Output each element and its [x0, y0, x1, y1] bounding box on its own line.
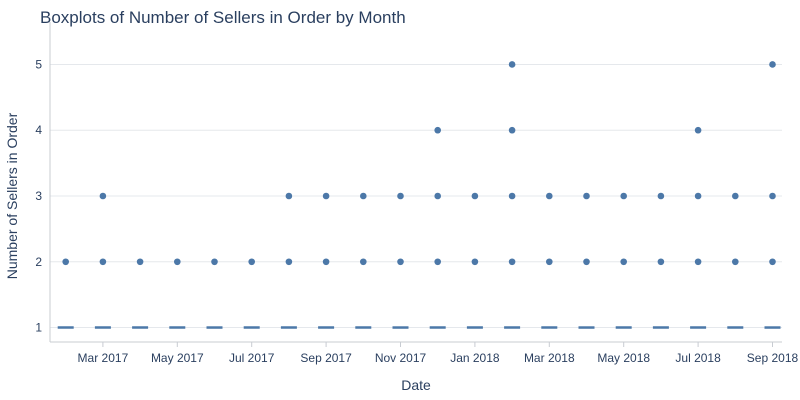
x-tick-label: Sep 2017	[300, 351, 352, 365]
x-tick-label: Jul 2018	[675, 351, 721, 365]
outlier-point	[211, 258, 218, 266]
outlier-point	[471, 192, 479, 200]
x-tick-label: May 2017	[151, 351, 204, 365]
x-tick-label: Jan 2018	[450, 351, 500, 365]
outlier-point	[508, 192, 516, 200]
x-tick-label: Nov 2017	[375, 351, 427, 365]
chart-title: Boxplots of Number of Sellers in Order b…	[40, 8, 406, 27]
outlier-point	[285, 192, 293, 200]
outlier-point	[471, 258, 479, 266]
x-tick-label: May 2018	[597, 351, 650, 365]
outlier-point	[769, 192, 776, 200]
outlier-point	[397, 258, 404, 266]
y-tick-label: 1	[35, 321, 42, 335]
outlier-point	[732, 258, 739, 266]
outlier-point	[248, 258, 255, 266]
x-tick-label: Mar 2017	[78, 351, 129, 365]
outlier-point	[546, 258, 553, 266]
outlier-point	[769, 61, 776, 68]
outlier-point	[769, 258, 776, 266]
outlier-point	[99, 192, 107, 200]
outlier-point	[694, 258, 702, 266]
outlier-point	[285, 258, 293, 266]
outlier-point	[546, 192, 553, 200]
outlier-point	[397, 192, 404, 200]
outlier-point	[694, 192, 702, 200]
outlier-point	[583, 258, 590, 266]
outlier-point	[136, 258, 144, 266]
outlier-point	[732, 192, 739, 200]
outlier-point	[174, 258, 181, 266]
y-tick-label: 3	[35, 189, 42, 203]
y-axis-title: Number of Sellers in Order	[4, 112, 20, 279]
outlier-point	[508, 258, 516, 266]
y-tick-label: 5	[35, 57, 42, 71]
x-tick-label: Jul 2017	[229, 351, 275, 365]
outlier-point	[434, 192, 442, 200]
outlier-point	[322, 258, 330, 266]
outlier-point	[99, 258, 107, 266]
x-axis-title: Date	[401, 377, 431, 393]
outlier-point	[360, 192, 367, 200]
outlier-point	[620, 258, 627, 266]
x-tick-label: Mar 2018	[524, 351, 575, 365]
outlier-point	[583, 192, 590, 200]
y-tick-label: 4	[35, 123, 42, 137]
y-tick-label: 2	[35, 255, 42, 269]
outlier-point	[657, 258, 665, 266]
outlier-point	[434, 126, 442, 134]
outlier-point	[62, 258, 69, 266]
outlier-point	[508, 126, 516, 134]
outlier-point	[322, 192, 330, 200]
outlier-point	[694, 126, 702, 134]
outlier-point	[620, 192, 627, 200]
outlier-point	[508, 61, 516, 68]
outlier-point	[360, 258, 367, 266]
outlier-point	[434, 258, 442, 266]
x-tick-label: Sep 2018	[747, 351, 799, 365]
outlier-point	[657, 192, 665, 200]
